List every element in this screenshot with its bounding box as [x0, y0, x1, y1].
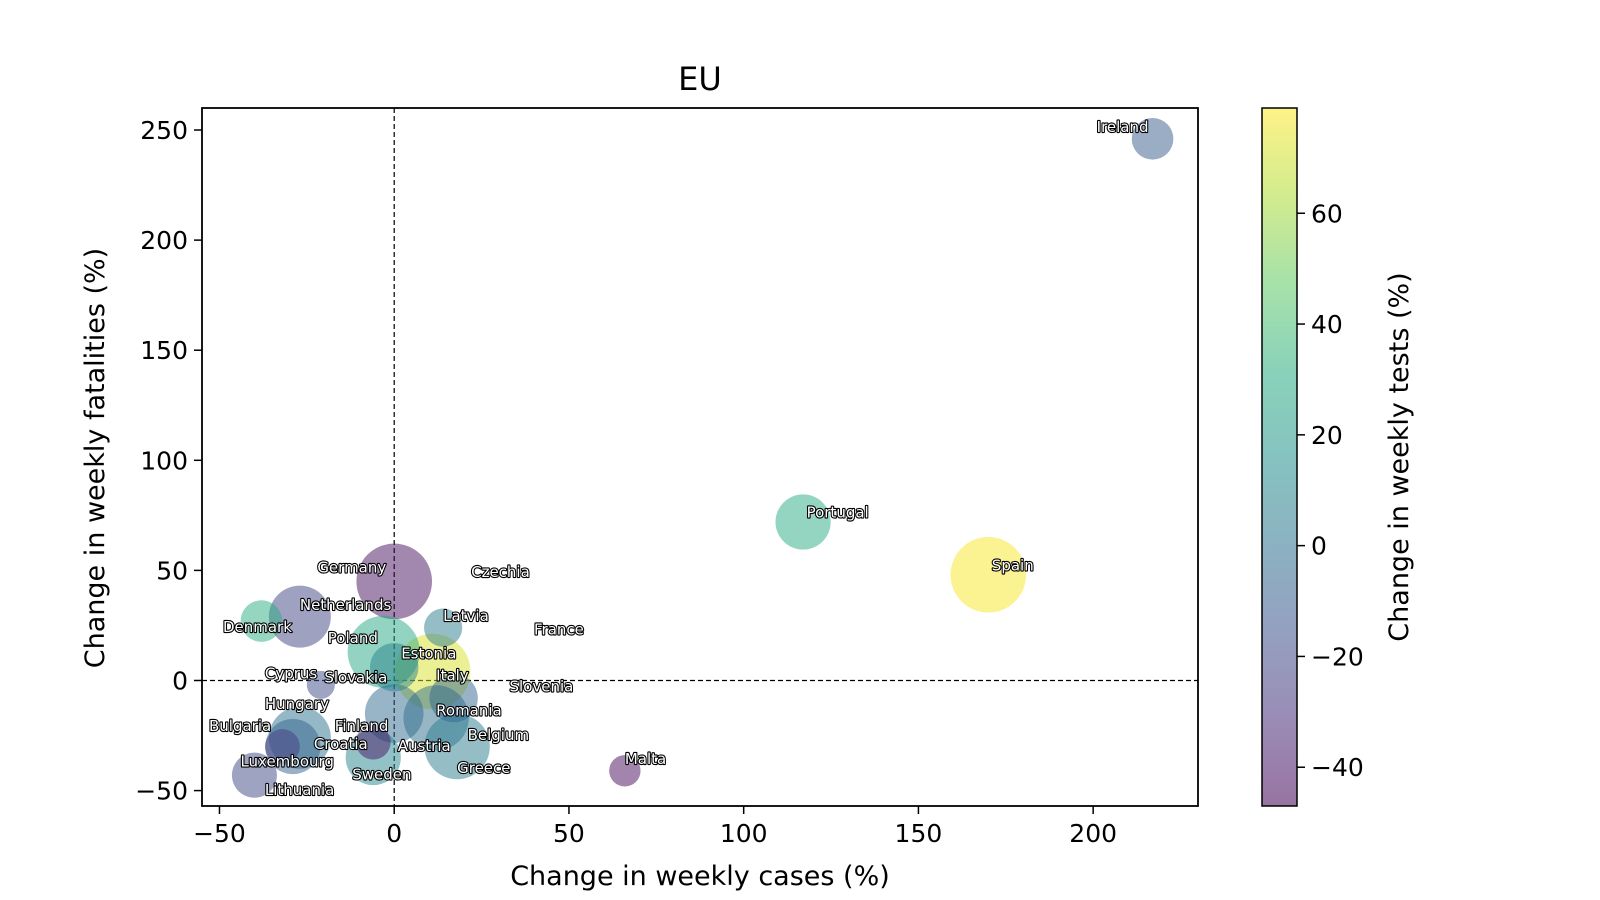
y-tick-label: 100	[140, 446, 188, 475]
chart-title: EU	[678, 60, 722, 98]
point-label-cyprus: Cyprus	[265, 664, 318, 682]
point-label-ireland: Ireland	[1097, 118, 1149, 136]
y-tick-label: 50	[156, 556, 188, 585]
y-tick-label: −50	[135, 777, 188, 806]
data-point-ireland	[1131, 118, 1174, 160]
point-label-netherlands: Netherlands	[300, 596, 392, 614]
data-point-belgium	[424, 713, 490, 780]
point-label-italy: Italy	[436, 666, 469, 684]
y-tick-label: 0	[172, 666, 188, 695]
plot-frame	[201, 107, 1199, 807]
point-label-luxembourg: Luxembourg	[240, 752, 334, 770]
data-point-latvia	[424, 608, 463, 647]
x-tick-label: 100	[720, 819, 768, 848]
point-label-estonia: Estonia	[401, 644, 456, 662]
colorbar-gradient	[1261, 107, 1298, 807]
point-label-slovenia: Slovenia	[510, 678, 574, 696]
x-tick-label: 50	[553, 819, 585, 848]
y-tick-label: 250	[140, 116, 188, 145]
x-axis-title: Change in weekly cases (%)	[510, 861, 890, 892]
data-point-luxembourg-2	[264, 729, 300, 764]
data-point-slovakia	[429, 673, 478, 723]
colorbar: Change in weekly tests (%) −40 −20 0 20 40 60	[1261, 107, 1415, 807]
data-point-germany	[356, 543, 433, 620]
point-label-romania: Romania	[436, 702, 502, 720]
point-label-poland: Poland	[328, 629, 378, 647]
point-label-slovakia: Slovakia	[324, 669, 387, 687]
x-tick-label: 150	[895, 819, 943, 848]
data-point-estonia	[370, 643, 419, 692]
point-label-malta: Malta	[625, 750, 666, 768]
colorbar-tick-label: −40	[1311, 753, 1364, 782]
data-point-finland	[355, 724, 391, 760]
point-label-sweden: Sweden	[352, 766, 411, 784]
point-label-france: France	[534, 620, 584, 638]
point-label-germany: Germany	[317, 559, 386, 577]
data-point-cyprus	[306, 670, 335, 699]
point-label-lithuania: Lithuania	[265, 781, 334, 799]
point-label-belgium: Belgium	[468, 726, 529, 744]
data-point-luxembourg	[231, 752, 277, 798]
x-tick-label: 0	[386, 819, 402, 848]
y-axis-title: Change in weekly fatalities (%)	[80, 248, 111, 668]
colorbar-title: Change in weekly tests (%)	[1384, 272, 1415, 641]
data-point-malta	[609, 755, 641, 787]
plot-area: Ireland Portugal Spain Germany Czechia Nether…	[135, 107, 1199, 848]
point-label-finland: Finland	[335, 717, 389, 735]
point-label-bulgaria: Bulgaria	[209, 717, 271, 735]
point-label-denmark: Denmark	[223, 618, 292, 636]
data-point-denmark	[240, 600, 283, 642]
y-tick-label: 150	[140, 336, 188, 365]
point-label-latvia: Latvia	[443, 607, 489, 625]
x-tick-label: −50	[193, 819, 246, 848]
x-tick-label: 200	[1069, 819, 1117, 848]
point-label-spain: Spain	[992, 556, 1034, 574]
point-label-czechia: Czechia	[471, 563, 530, 581]
data-point-netherlands	[268, 585, 331, 648]
colorbar-tick-label: 0	[1311, 532, 1327, 561]
colorbar-tick-label: 20	[1311, 421, 1343, 450]
data-point-spain	[950, 537, 1027, 613]
point-label-greece: Greece	[457, 759, 510, 777]
colorbar-tick-label: −20	[1311, 642, 1364, 671]
point-label-austria: Austria	[398, 737, 451, 755]
point-label-portugal: Portugal	[807, 504, 869, 522]
data-point-portugal	[775, 494, 831, 550]
point-label-croatia: Croatia	[314, 735, 368, 753]
y-tick-label: 200	[140, 226, 188, 255]
point-label-hungary: Hungary	[265, 695, 329, 713]
colorbar-tick-label: 60	[1311, 199, 1343, 228]
colorbar-tick-label: 40	[1311, 310, 1343, 339]
